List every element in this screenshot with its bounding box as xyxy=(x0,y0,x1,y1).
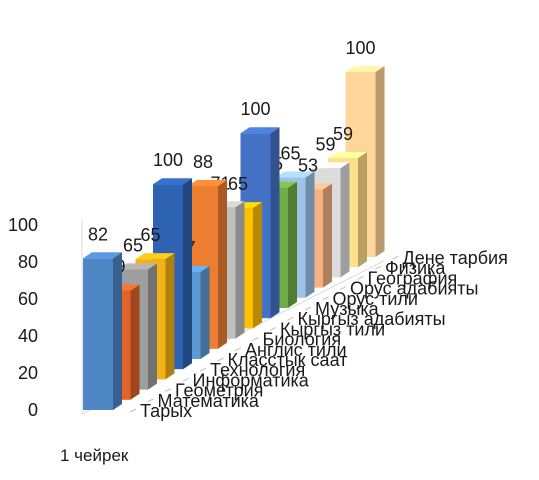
bar-side xyxy=(340,162,350,278)
depth-tick xyxy=(339,286,347,291)
bar-data-label: 100 xyxy=(240,99,270,119)
bar-side xyxy=(130,284,140,400)
y-tick-label: 60 xyxy=(18,289,38,309)
y-tick-label: 0 xyxy=(28,400,38,420)
x-axis-category-label: 1 чейрек xyxy=(60,446,129,465)
bar-top xyxy=(275,171,315,178)
bar-data-label: 65 xyxy=(140,225,160,245)
series-label: Геометрия xyxy=(175,381,263,401)
depth-tick xyxy=(234,347,242,352)
bar-side xyxy=(183,178,192,370)
bar-data-label: 65 xyxy=(123,235,143,255)
y-tick-label: 40 xyxy=(18,326,38,346)
bar-top xyxy=(135,253,175,260)
series-label: Класстык саат xyxy=(228,350,348,370)
bar-data-label: 59 xyxy=(333,124,353,144)
series-label: Биология xyxy=(263,330,342,350)
bar-side xyxy=(218,180,227,349)
series-label: Орус тили xyxy=(333,289,418,309)
y-tick-label: 20 xyxy=(18,363,38,383)
series-label: Физика xyxy=(385,258,446,278)
series-label: Тарых xyxy=(140,401,192,421)
bar-side xyxy=(270,127,280,319)
depth-tick xyxy=(269,326,277,331)
depth-tick xyxy=(287,316,294,321)
bar-data-label: 65 xyxy=(280,144,300,164)
bar-data-label: 53 xyxy=(298,156,318,176)
bar-data-label: 100 xyxy=(153,150,183,170)
bar-data-label: 65 xyxy=(228,174,248,194)
bar-side xyxy=(165,253,175,380)
bar-top xyxy=(240,127,280,134)
bar-top xyxy=(83,252,122,259)
y-tick-label: 80 xyxy=(18,252,38,272)
bar-top xyxy=(118,263,157,270)
y-tick-label: 100 xyxy=(8,215,38,235)
bar-data-label: 82 xyxy=(88,224,108,244)
bar-top xyxy=(188,180,227,186)
bar-data-label: 100 xyxy=(345,38,375,58)
bar-side xyxy=(253,202,262,329)
depth-tick xyxy=(322,296,329,301)
bar-side xyxy=(235,201,245,339)
bar-side xyxy=(113,252,122,410)
bar-side xyxy=(323,183,332,288)
depth-tick xyxy=(374,265,382,270)
bar-side xyxy=(375,66,385,257)
depth-tick xyxy=(217,357,224,362)
series-label: Кыргыз тили xyxy=(280,319,385,339)
bar-side xyxy=(148,263,157,390)
series-label: Англис тили xyxy=(245,340,347,360)
series-label: Математика xyxy=(158,391,260,411)
series-label: Орус адабияты xyxy=(350,279,478,299)
depth-tick xyxy=(304,306,312,311)
series-label: Технология xyxy=(210,360,305,380)
series-label: Информатика xyxy=(193,370,310,390)
bar-data-label: 59 xyxy=(315,134,335,154)
bar-top xyxy=(328,152,367,159)
depth-tick xyxy=(199,367,207,372)
depth-tick xyxy=(182,377,189,382)
depth-tick xyxy=(164,388,172,393)
series-label: Дене тарбия xyxy=(403,248,508,268)
depth-tick xyxy=(252,337,259,342)
depth-tick xyxy=(357,275,364,280)
bar xyxy=(83,258,113,410)
bar-side xyxy=(305,171,315,298)
bar-side xyxy=(358,152,367,268)
bar-top xyxy=(310,162,350,169)
series-label: Кыргыз адабияты xyxy=(298,309,446,329)
depth-tick xyxy=(129,408,137,413)
bar-top xyxy=(345,66,385,72)
series-label: Музыка xyxy=(315,299,380,319)
bar-data-label: 88 xyxy=(193,152,213,172)
series-label: География xyxy=(368,268,458,288)
bar-side xyxy=(288,181,297,308)
depth-tick xyxy=(147,398,154,403)
bar-top xyxy=(153,178,192,185)
depth-tick xyxy=(392,255,399,260)
bar-side xyxy=(200,266,210,359)
